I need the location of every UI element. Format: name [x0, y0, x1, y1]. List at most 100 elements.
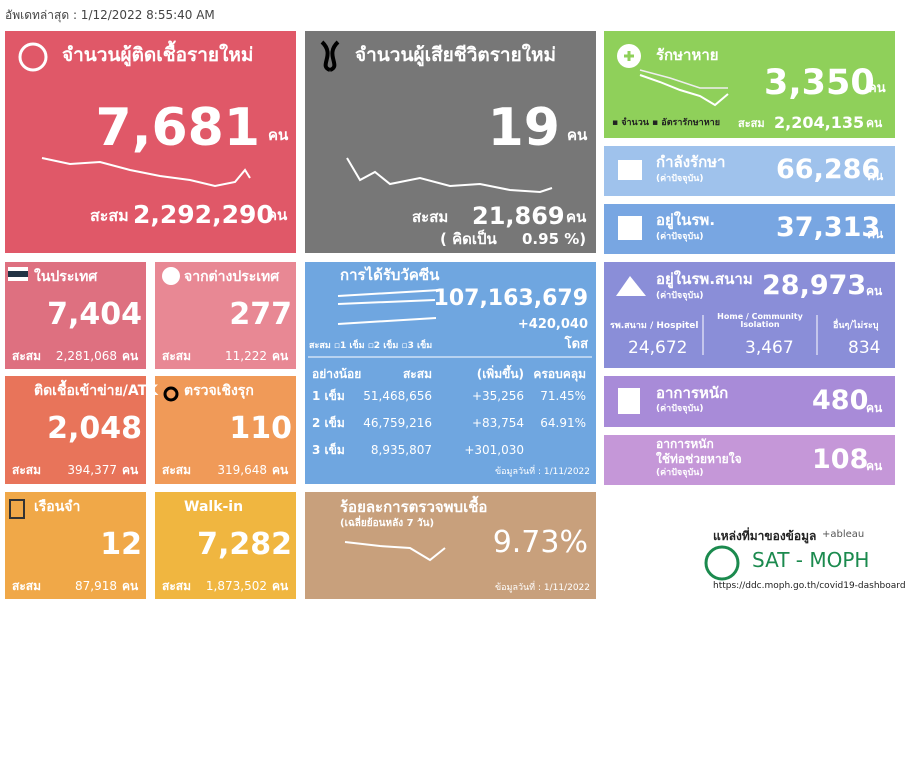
unit: คน	[272, 463, 289, 477]
sparkline	[337, 289, 441, 325]
title: อาการหนัก	[656, 437, 714, 451]
tile	[305, 262, 596, 484]
legend-entry: 3 เข็ม	[407, 341, 433, 351]
label: สะสม	[12, 463, 42, 477]
table-cell: 64.91%	[540, 416, 586, 430]
note: (ค่าปัจจุบัน)	[656, 468, 704, 478]
moph-logo	[704, 545, 740, 581]
unit: คน	[566, 208, 587, 226]
title: อยู่ในรพ.สนาม	[656, 270, 753, 288]
unit: คน	[122, 349, 139, 363]
tile	[5, 31, 296, 253]
total: 11,222	[225, 349, 267, 363]
table-cell: 8,935,807	[370, 443, 432, 457]
table-cell: +301,030	[464, 443, 524, 457]
unit: คน	[866, 116, 883, 130]
title: ในประเทศ	[34, 269, 98, 285]
part-label: รพ.สนาม / Hospitel	[610, 321, 699, 331]
value: 19	[487, 98, 560, 158]
legend: สะสม ▫1 เข็ม ▫2 เข็ม ▫3 เข็ม	[309, 341, 433, 351]
legend-entry: จำนวน	[621, 118, 649, 128]
value: 7,404	[47, 297, 142, 332]
sparkline	[639, 74, 729, 107]
value: 480	[812, 385, 869, 416]
date: ข้อมูลวันที่ : 1/11/2022	[494, 583, 590, 593]
total: 2,281,068	[55, 349, 117, 363]
legend-entry: สะสม	[309, 341, 331, 351]
legend: ▪ จำนวน ▪ อัตรารักษาหาย	[612, 118, 720, 128]
flag-icon	[8, 271, 28, 277]
value: 2,048	[47, 411, 142, 446]
table-cell: 2 เข็ม	[312, 416, 345, 430]
label: สะสม	[12, 579, 42, 593]
title: จำนวนผู้ติดเชื้อรายใหม่	[62, 44, 254, 66]
table-cell: +83,754	[471, 416, 524, 430]
part-value: 834	[848, 338, 881, 358]
note: (ค่าปัจจุบัน)	[656, 174, 704, 184]
title: จากต่างประเทศ	[184, 269, 280, 285]
table-cell: 46,759,216	[363, 416, 432, 430]
tile	[5, 376, 146, 484]
value: 108	[812, 444, 869, 475]
title: เรือนจำ	[34, 499, 81, 515]
part-label: อื่นๆ/ไม่ระบุ	[833, 321, 879, 331]
value: 7,681	[95, 98, 260, 158]
title: ร้อยละการตรวจพบเชื้อ	[340, 498, 488, 516]
value: 12	[100, 527, 142, 562]
title: ตรวจเชิงรุก	[184, 383, 254, 399]
title: Walk-in	[184, 499, 244, 515]
value: 37,313	[776, 212, 881, 243]
total: 21,869	[472, 202, 565, 230]
label: สะสม	[162, 463, 192, 477]
value: 3,350	[764, 63, 875, 103]
value: 110	[229, 411, 292, 446]
tent-icon	[616, 276, 646, 296]
table-cell: 1 เข็ม	[312, 389, 345, 403]
search-icon	[163, 386, 179, 402]
label: สะสม	[412, 208, 449, 226]
tile	[604, 376, 895, 427]
table-cell: +35,256	[471, 389, 524, 403]
unit: คน	[272, 579, 289, 593]
cross-icon	[624, 51, 634, 61]
title: กำลังรักษา	[656, 153, 726, 171]
ribbon-icon	[320, 40, 340, 72]
source-label: แหล่งที่มาของข้อมูล	[713, 529, 817, 543]
virus-icon	[18, 42, 48, 72]
total: 107,163,679	[433, 286, 588, 311]
prison-icon	[9, 499, 25, 519]
total: 87,918	[75, 579, 117, 593]
value: 9.73%	[492, 525, 588, 560]
patient-icon	[618, 388, 640, 414]
total: 394,377	[67, 463, 117, 477]
part-value: 3,467	[745, 338, 794, 358]
unit: โดส	[564, 337, 588, 352]
label: สะสม	[162, 349, 192, 363]
table-cell: สะสม	[402, 367, 432, 381]
legend-entry: อัตรารักษาหาย	[661, 118, 720, 128]
note: (ค่าปัจจุบัน)	[656, 232, 704, 242]
source-name: SAT - MOPH	[752, 548, 870, 572]
tile	[5, 492, 146, 599]
unit: คน	[867, 227, 884, 241]
tile	[604, 146, 895, 196]
unit: คน	[868, 81, 886, 96]
legend-entry: 2 เข็ม	[373, 341, 399, 351]
tile	[604, 435, 895, 485]
table-cell: ครอบคลุม	[533, 367, 586, 381]
updated: อัพเดทล่าสุด : 1/12/2022 8:55:40 AM	[5, 8, 215, 22]
label: สะสม	[12, 349, 42, 363]
tile	[5, 262, 146, 369]
increase: +420,040	[517, 317, 588, 332]
table-cell: 3 เข็ม	[312, 443, 345, 457]
unit: คน	[268, 126, 289, 144]
date: ข้อมูลวันที่ : 1/11/2022	[494, 467, 590, 477]
globe-icon	[162, 267, 180, 285]
label: ( คิดเป็น	[440, 230, 497, 248]
title: ติดเชื้อเข้าข่าย/ATK	[34, 383, 158, 399]
part-label: Home / Community Isolation	[717, 312, 803, 329]
total: 2,292,290	[133, 200, 274, 229]
total: 2,204,135	[774, 113, 865, 132]
value: 277	[229, 297, 292, 332]
